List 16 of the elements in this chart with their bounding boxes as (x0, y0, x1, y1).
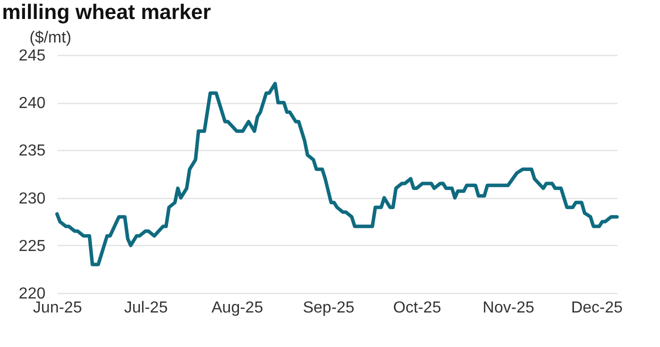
chart-title: milling wheat marker (2, 1, 211, 24)
y-tick-label: 245 (18, 48, 46, 64)
y-tick-label: 230 (18, 190, 46, 208)
x-tick-label: Jul-25 (124, 300, 168, 316)
x-tick-label: Sep-25 (302, 300, 355, 316)
y-tick-label: 220 (18, 286, 46, 302)
y-tick-label: 240 (18, 95, 46, 112)
y-tick-label: 235 (18, 142, 46, 160)
x-tick-label: Jun-25 (33, 300, 82, 316)
line-series (55, 82, 619, 266)
x-tick-label: Aug-25 (211, 300, 264, 316)
x-tick-label: Nov-25 (482, 300, 534, 316)
x-tick-label: Dec-25 (571, 300, 623, 316)
y-axis-title: ($/mt) (30, 30, 72, 46)
y-tick-label: 225 (18, 238, 46, 255)
x-tick-label: Oct-25 (393, 300, 442, 316)
